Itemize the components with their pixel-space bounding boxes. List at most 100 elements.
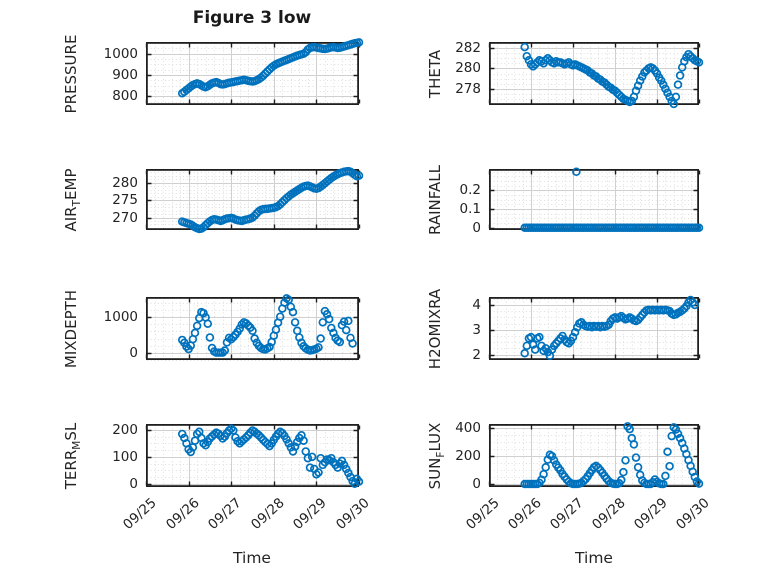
x-tick-label: 09/27 xyxy=(205,495,245,533)
scatter-point xyxy=(290,318,300,327)
scatter-point xyxy=(690,300,700,310)
scatter-point xyxy=(263,439,272,449)
scatter-point xyxy=(224,426,234,435)
plot-area-theta xyxy=(488,41,704,109)
scatter-point xyxy=(199,439,208,448)
scatter-point xyxy=(248,326,257,336)
y-tick-label-sun_flux: 400 xyxy=(455,420,481,437)
axes-box xyxy=(145,423,359,488)
scatter-point xyxy=(669,423,679,432)
plot-area-mixdepth xyxy=(145,294,361,361)
scatter-point xyxy=(250,334,259,343)
scatter-point xyxy=(218,434,227,443)
scatter-series-pressure xyxy=(177,38,364,98)
scatter-point xyxy=(631,86,641,96)
scatter-point xyxy=(680,57,689,66)
y-tick-label-air_temp: 275 xyxy=(112,192,138,209)
x-tick-label: 09/28 xyxy=(589,495,629,533)
tick-marks xyxy=(488,43,701,104)
scatter-point xyxy=(690,472,700,482)
scatter-point xyxy=(288,307,298,317)
y-tick-label-h2omixra: 4 xyxy=(472,296,481,313)
scatter-point xyxy=(633,463,643,472)
scatter-point xyxy=(354,171,364,180)
x-tick-label: 09/29 xyxy=(290,495,331,533)
scatter-point xyxy=(327,323,336,333)
scatter-point xyxy=(659,479,668,489)
scatter-series-air_temp xyxy=(177,166,364,234)
scatter-point xyxy=(275,312,285,321)
major-grid xyxy=(490,425,698,486)
scatter-point xyxy=(241,433,251,442)
x-tick-label: 09/29 xyxy=(631,495,671,533)
scatter-point xyxy=(350,479,359,489)
scatter-point xyxy=(621,456,630,465)
axes-box xyxy=(488,41,699,106)
plot-area-pressure xyxy=(145,38,364,106)
y-tick-label-terr_msl: 200 xyxy=(112,421,138,438)
scatter-point xyxy=(322,310,332,319)
scatter-point xyxy=(694,479,704,488)
major-grid xyxy=(147,298,358,359)
scatter-point xyxy=(530,345,540,354)
scatter-point xyxy=(218,348,227,357)
scatter-point xyxy=(341,325,351,335)
scatter-point xyxy=(648,64,658,73)
scatter-point xyxy=(314,343,323,352)
scatter-point xyxy=(631,453,641,462)
scatter-point xyxy=(638,72,647,81)
scatter-point xyxy=(659,80,668,89)
scatter-point xyxy=(307,452,317,462)
scatter-point xyxy=(299,436,308,445)
scatter-point xyxy=(190,328,200,338)
axes-box xyxy=(488,296,699,361)
tick-marks xyxy=(145,298,361,359)
scatter-point xyxy=(675,433,685,443)
y-tick-label-air_temp: 270 xyxy=(112,209,138,226)
scatter-point xyxy=(354,38,364,47)
x-axis-title-right: Time xyxy=(575,549,613,567)
scatter-point xyxy=(669,99,679,109)
scatter-point xyxy=(220,346,230,355)
scatter-point xyxy=(671,92,681,102)
scatter-series-sun_flux xyxy=(520,422,704,489)
scatter-point xyxy=(528,340,538,349)
scatter-point xyxy=(629,440,639,449)
y-tick-label-h2omixra: 3 xyxy=(472,321,481,338)
scatter-point xyxy=(192,321,202,331)
subplot-rainfall xyxy=(488,167,704,233)
y-tick-label-pressure: 1000 xyxy=(103,45,138,62)
scatter-point xyxy=(226,334,236,344)
scatter-point xyxy=(665,461,674,471)
y-tick-label-sun_flux: 200 xyxy=(455,448,481,465)
scatter-point xyxy=(661,84,670,93)
plot-area-terr_msl xyxy=(145,423,364,489)
scatter-point xyxy=(520,349,529,358)
scatter-point xyxy=(570,327,580,337)
axes-box xyxy=(145,296,359,361)
y-tick-label-terr_msl: 0 xyxy=(129,475,138,492)
tick-marks xyxy=(488,170,701,230)
axes-box xyxy=(488,423,699,488)
scatter-point xyxy=(354,477,364,486)
plot-area-air_temp xyxy=(145,166,364,234)
scatter-point xyxy=(329,328,338,338)
scatter-point xyxy=(316,334,325,343)
x-tick-label: 09/30 xyxy=(673,495,713,533)
scatter-point xyxy=(290,442,300,451)
y-tick-label-pressure: 800 xyxy=(112,88,138,105)
y-tick-label-mixdepth: 1000 xyxy=(103,309,138,326)
minor-grid xyxy=(490,170,698,229)
scatter-point xyxy=(694,223,704,233)
tick-marks xyxy=(488,298,701,359)
y-tick-label-theta: 282 xyxy=(455,40,481,57)
scatter-point xyxy=(579,476,588,486)
y-tick-label-mixdepth: 0 xyxy=(129,344,138,361)
scatter-point xyxy=(568,332,578,342)
subplot-mixdepth xyxy=(145,294,361,361)
x-tick-label: 09/30 xyxy=(333,495,373,533)
x-tick-label: 09/26 xyxy=(162,495,203,533)
y-tick-label-terr_msl: 100 xyxy=(112,448,138,465)
scatter-point xyxy=(348,339,357,348)
scatter-series-h2omixra xyxy=(520,295,700,361)
